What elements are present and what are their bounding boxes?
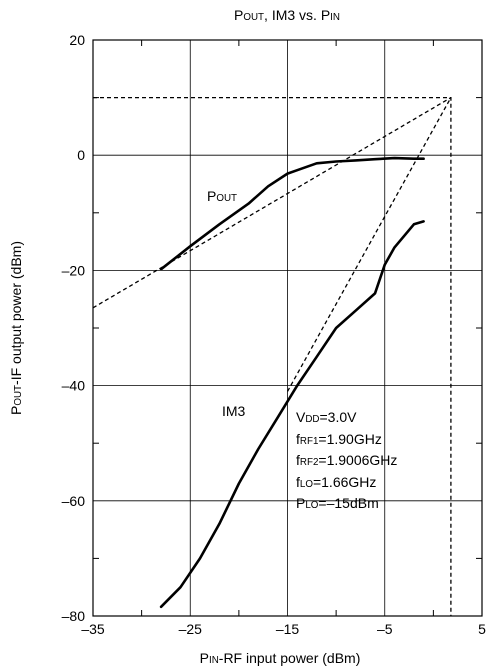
axis-ticks <box>93 40 482 616</box>
extrapolation-line-1 <box>286 97 452 392</box>
condition-frf1: fRF1=1.90GHz <box>296 430 382 447</box>
x-tick-label-2: –15 <box>276 621 300 637</box>
x-tick-label-3: –5 <box>377 621 393 637</box>
plot-frame <box>92 39 483 617</box>
series-lines <box>159 156 425 609</box>
extrapolation-line-0 <box>92 97 452 309</box>
y-axis-title: POUT-IF output power (dBm) <box>8 241 24 415</box>
y-tick-label-0: –80 <box>62 608 86 624</box>
x-tick-label-1: –25 <box>179 621 203 637</box>
chart-title: POUT, IM3 vs. PIN <box>234 7 340 23</box>
y-tick-label-5: 20 <box>69 32 85 48</box>
y-tick-label-3: –20 <box>62 262 86 278</box>
condition-flo: fLO=1.66GHz <box>296 473 377 490</box>
x-tick-labels: –35 –25 –15 –5 5 <box>81 621 486 637</box>
condition-plo: PLO=–15dBm <box>296 495 379 511</box>
condition-vdd: VDD=3.0V <box>296 409 357 425</box>
y-tick-label-4: 0 <box>77 147 85 163</box>
series-label-im3: IM3 <box>222 403 246 419</box>
x-tick-label-0: –35 <box>81 621 105 637</box>
extrapolation-line-2 <box>93 96 452 616</box>
x-axis-title: PIN-RF input power (dBm) <box>200 650 361 666</box>
grid <box>93 40 482 616</box>
test-conditions: VDD=3.0V fRF1=1.90GHz fRF2=1.9006GHz fLO… <box>296 408 397 516</box>
condition-frf2: fRF2=1.9006GHz <box>296 452 398 468</box>
x-tick-label-4: 5 <box>478 621 486 637</box>
y-tick-label-1: –60 <box>62 493 86 509</box>
y-tick-labels: –80 –60 –40 –20 0 20 <box>62 32 86 624</box>
extrapolation-lines <box>92 96 452 616</box>
series-line-1 <box>159 220 425 609</box>
series-label-pout: POUT <box>207 188 237 204</box>
series-line-0 <box>159 156 425 271</box>
y-tick-label-2: –40 <box>62 378 86 394</box>
